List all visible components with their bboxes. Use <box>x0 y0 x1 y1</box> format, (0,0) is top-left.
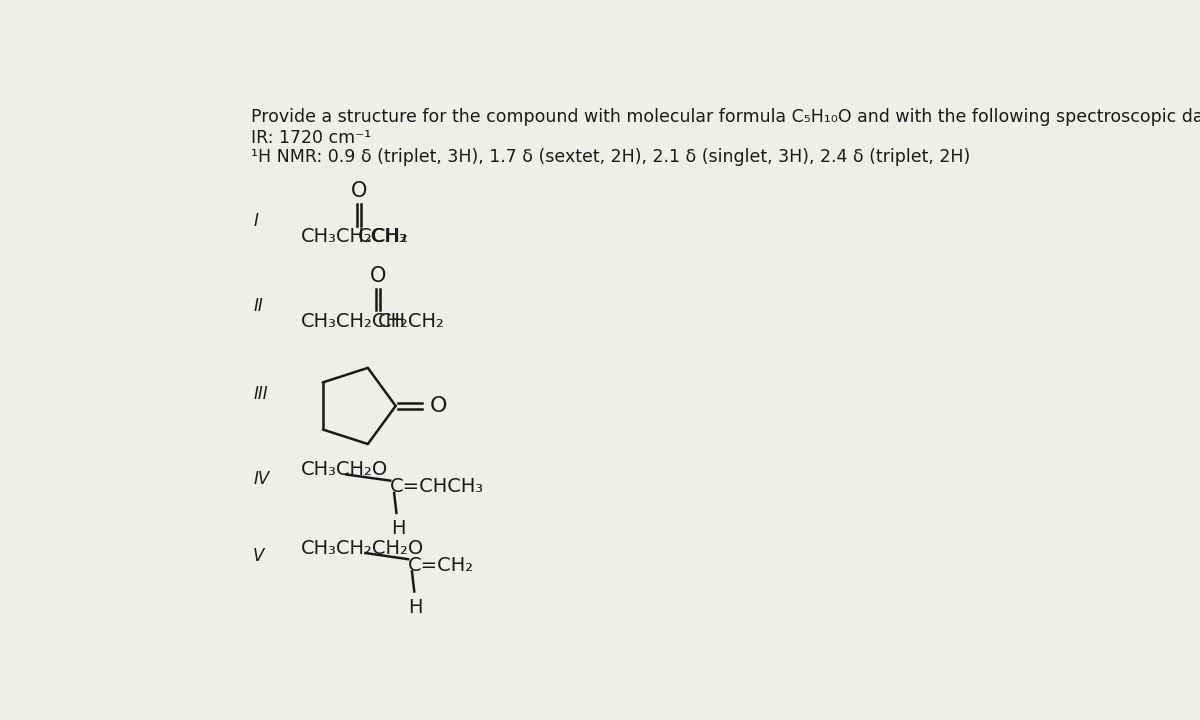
Text: CH₃CH₂CH₂O: CH₃CH₂CH₂O <box>301 539 425 558</box>
Text: IV: IV <box>253 470 269 488</box>
Text: O: O <box>370 266 386 286</box>
Text: Provide a structure for the compound with molecular formula C₅H₁₀O and with the : Provide a structure for the compound wit… <box>251 108 1200 126</box>
Text: ¹H NMR: 0.9 δ (triplet, 3H), 1.7 δ (sextet, 2H), 2.1 δ (singlet, 3H), 2.4 δ (tri: ¹H NMR: 0.9 δ (triplet, 3H), 1.7 δ (sext… <box>251 148 970 166</box>
Text: C=CH₂: C=CH₂ <box>408 556 474 575</box>
Text: CH₃CH₂O: CH₃CH₂O <box>301 460 389 480</box>
Text: CH₃CH₂CH₂CH₂: CH₃CH₂CH₂CH₂ <box>301 312 445 330</box>
Text: V: V <box>253 547 264 565</box>
Text: C=CHCH₃: C=CHCH₃ <box>390 477 485 496</box>
Text: O: O <box>430 396 448 416</box>
Text: CH: CH <box>378 312 406 330</box>
Text: II: II <box>253 297 263 315</box>
Text: CH₃CH₂CH₂: CH₃CH₂CH₂ <box>301 227 409 246</box>
Text: I: I <box>253 212 258 230</box>
Text: H: H <box>408 598 424 616</box>
Text: H: H <box>391 519 406 538</box>
Text: O: O <box>350 181 367 201</box>
Text: CCH₃: CCH₃ <box>359 227 408 246</box>
Text: III: III <box>253 385 268 403</box>
Text: IR: 1720 cm⁻¹: IR: 1720 cm⁻¹ <box>251 129 371 147</box>
